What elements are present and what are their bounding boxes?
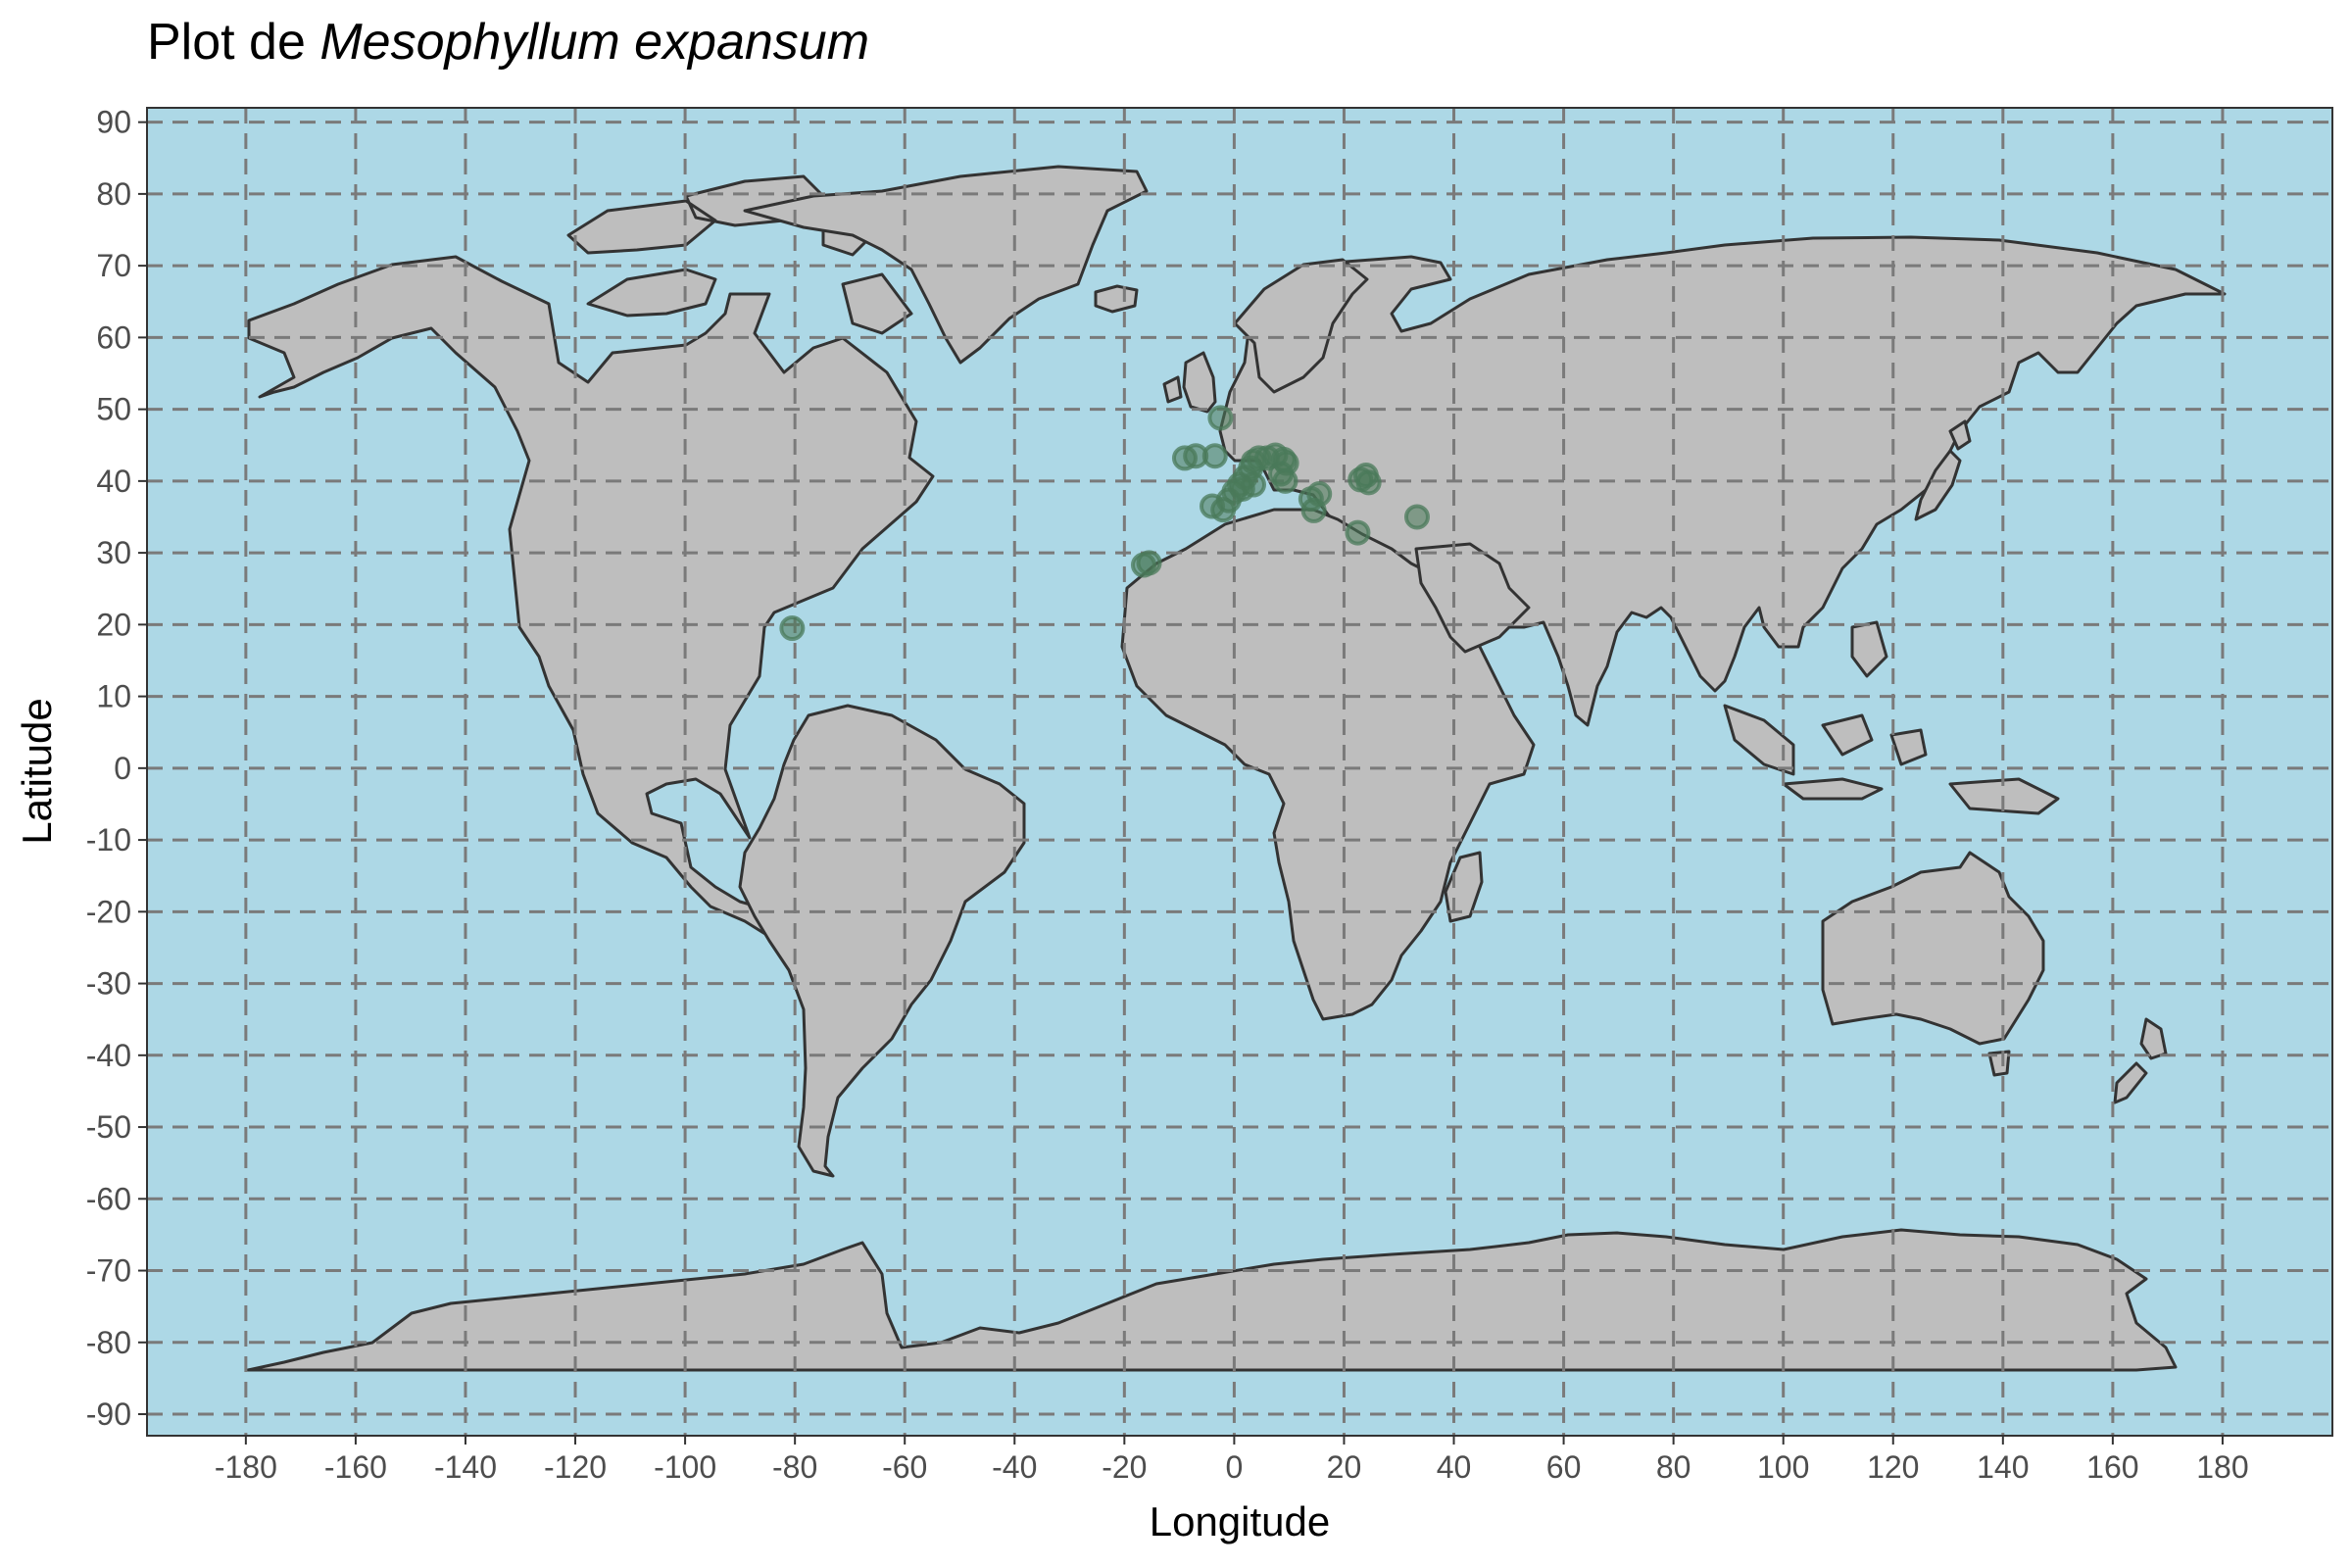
- occurrence-point: [1355, 469, 1382, 496]
- north-america-landmass: [247, 255, 935, 953]
- y-tick-label: 90: [96, 105, 131, 140]
- australia-landmass: [1821, 851, 2045, 1046]
- panel-border: [146, 107, 2333, 1437]
- x-tick-label: 20: [1327, 1449, 1362, 1485]
- latitude-axis-ticks: 90 80 70 60 50 40 30 20 10 0 -10 -20 -30 -40 -50 -60 -70…: [86, 105, 147, 1432]
- graticule-grid: [147, 108, 2332, 1436]
- map-title-species: Mesophyllum expansum: [319, 14, 869, 71]
- y-tick-label: 20: [96, 607, 131, 642]
- y-tick-label: -60: [86, 1181, 131, 1216]
- y-tick-label: 60: [96, 319, 131, 355]
- occurrence-point: [1207, 405, 1234, 431]
- y-tick-label: -30: [86, 966, 131, 1002]
- x-tick-label: -80: [772, 1449, 817, 1485]
- y-tick-label: 10: [96, 679, 131, 714]
- southeast-asia-islands: [1723, 620, 2060, 815]
- occurrence-point: [1201, 443, 1228, 469]
- x-axis-title: Longitude: [1150, 1498, 1331, 1544]
- land-layer: [246, 165, 2227, 1372]
- japan-landmass: [1914, 419, 1972, 521]
- new-zealand-landmass: [2113, 1017, 2168, 1104]
- x-tick-label: 80: [1656, 1449, 1691, 1485]
- map-title-prefix: Plot de: [147, 14, 319, 71]
- x-tick-label: 100: [1757, 1449, 1809, 1485]
- x-tick-label: 40: [1437, 1449, 1472, 1485]
- y-tick-label: -90: [86, 1396, 131, 1432]
- x-tick-label: -40: [992, 1449, 1037, 1485]
- x-tick-label: -160: [324, 1449, 387, 1485]
- y-tick-label: -40: [86, 1038, 131, 1073]
- antarctica-landmass: [246, 1228, 2178, 1372]
- occurrence-point: [1229, 475, 1255, 502]
- longitude-axis-ticks: -180 -160 -140 -120 -100 -80 -60 -40 -20 0 20 40 60 8…: [215, 1436, 2249, 1485]
- occurrence-point: [1300, 497, 1327, 523]
- occurrence-points-layer: [779, 405, 1430, 642]
- x-tick-label: 0: [1225, 1449, 1243, 1485]
- british-isles-landmass: [1162, 351, 1217, 414]
- y-tick-label: 50: [96, 392, 131, 427]
- y-tick-label: 80: [96, 176, 131, 212]
- x-tick-label: 140: [1977, 1449, 2029, 1485]
- x-tick-label: -120: [544, 1449, 607, 1485]
- x-tick-label: 180: [2196, 1449, 2248, 1485]
- occurrence-point: [1136, 550, 1162, 576]
- map-title: Plot de Mesophyllum expansum: [147, 14, 869, 71]
- y-tick-label: 0: [114, 751, 131, 786]
- y-tick-label: -20: [86, 894, 131, 929]
- x-tick-label: 120: [1867, 1449, 1919, 1485]
- iceland-landmass: [1094, 284, 1139, 314]
- y-axis-title: Latitude: [14, 698, 60, 844]
- x-tick-label: 60: [1546, 1449, 1582, 1485]
- y-tick-label: -70: [86, 1253, 131, 1289]
- occurrence-point: [779, 615, 806, 642]
- y-tick-label: -50: [86, 1109, 131, 1145]
- y-tick-label: -80: [86, 1325, 131, 1360]
- x-tick-label: -140: [434, 1449, 497, 1485]
- occurrence-point: [1403, 504, 1430, 530]
- y-tick-label: -10: [86, 822, 131, 858]
- x-tick-label: -100: [654, 1449, 716, 1485]
- occurrence-point: [1345, 519, 1371, 546]
- y-tick-label: 70: [96, 248, 131, 283]
- x-tick-label: -60: [882, 1449, 927, 1485]
- y-tick-label: 40: [96, 464, 131, 499]
- y-tick-label: 30: [96, 535, 131, 570]
- x-tick-label: -180: [215, 1449, 277, 1485]
- south-america-landmass: [738, 704, 1026, 1178]
- x-tick-label: -20: [1102, 1449, 1147, 1485]
- occurrence-point: [1272, 467, 1298, 494]
- x-tick-label: 160: [2086, 1449, 2138, 1485]
